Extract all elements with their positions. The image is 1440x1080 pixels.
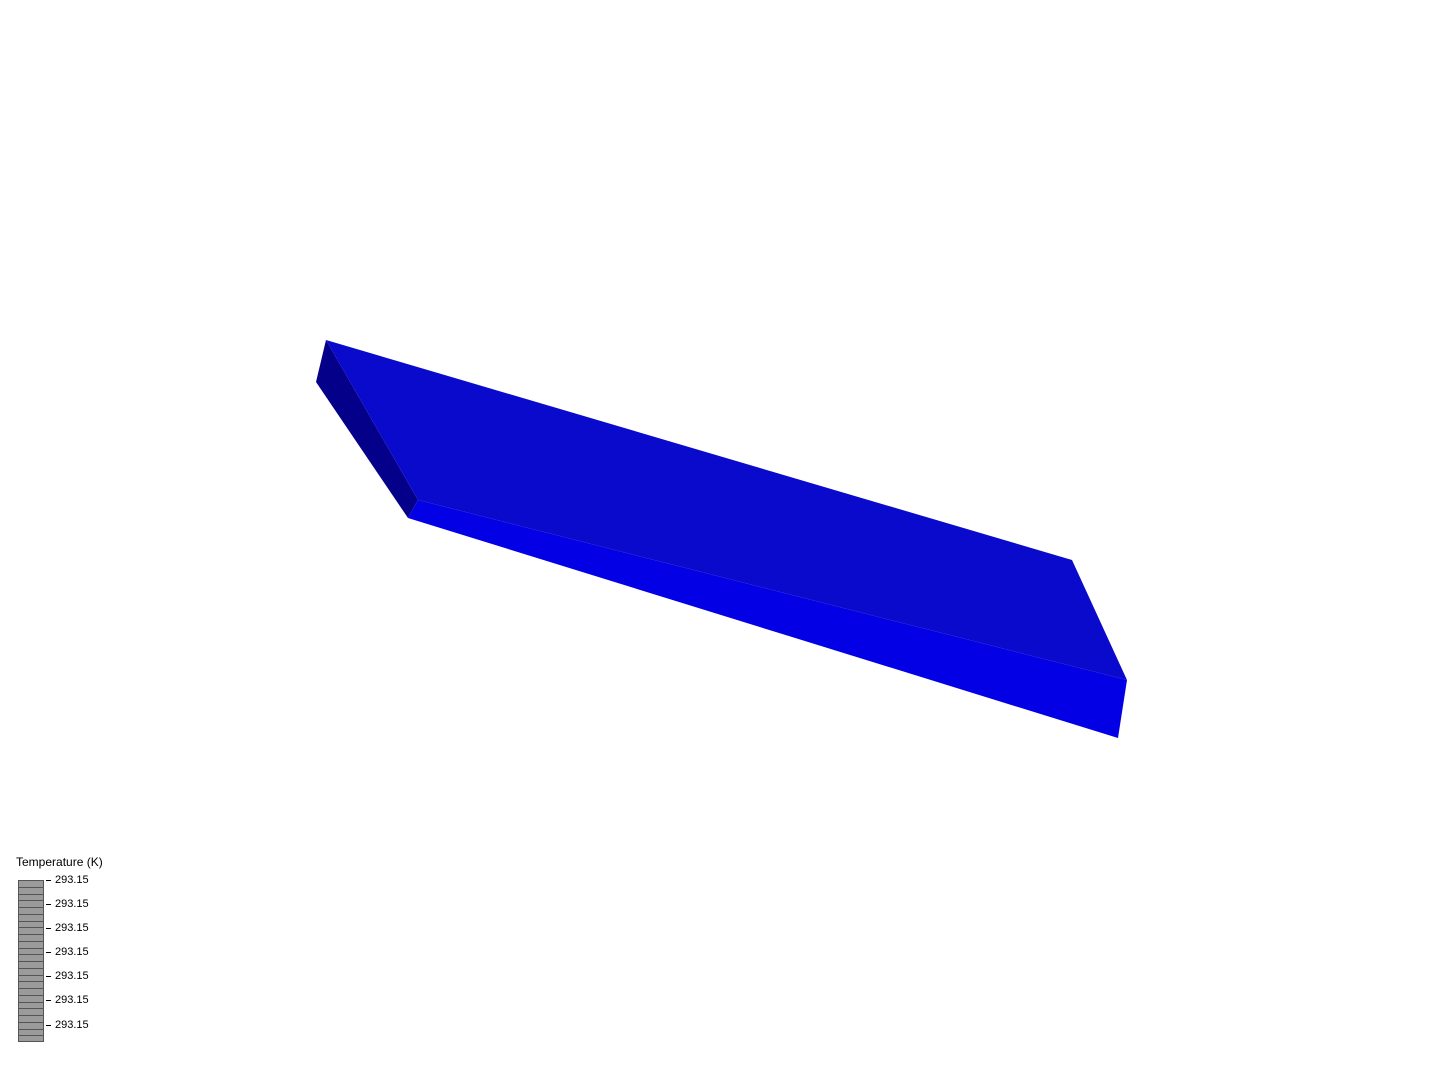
legend-segment [18,887,44,894]
legend-segment [18,900,44,907]
legend-tick: 293.15 [46,994,89,1006]
temperature-solid [0,0,1440,1080]
legend-segment [18,914,44,921]
legend-segment [18,921,44,928]
tick-mark [46,904,51,905]
legend-segment [18,934,44,941]
legend-segment [18,1008,44,1015]
tick-label: 293.15 [55,1019,89,1031]
tick-mark [46,1025,51,1026]
tick-mark [46,928,51,929]
legend-tick: 293.15 [46,898,89,910]
tick-label: 293.15 [55,922,89,934]
legend-segment [18,961,44,968]
legend-tick: 293.15 [46,874,89,886]
legend-segment [18,948,44,955]
legend-title: Temperature (K) [16,855,103,869]
legend-segment [18,1022,44,1029]
tick-mark [46,976,51,977]
legend-segment [18,975,44,982]
legend-segment [18,1029,44,1036]
legend-segment [18,968,44,975]
legend-segment [18,981,44,988]
legend-segment [18,927,44,934]
legend-tick: 293.15 [46,970,89,982]
legend-segment [18,880,44,887]
tick-label: 293.15 [55,898,89,910]
legend-segment [18,988,44,995]
legend-segment [18,1035,44,1042]
tick-mark [46,880,51,881]
legend-tick: 293.15 [46,946,89,958]
legend-segment [18,941,44,948]
tick-label: 293.15 [55,946,89,958]
legend-segment [18,1002,44,1009]
tick-label: 293.15 [55,874,89,886]
tick-label: 293.15 [55,994,89,1006]
legend-segment [18,894,44,901]
legend-segment [18,907,44,914]
tick-label: 293.15 [55,970,89,982]
legend-segment [18,995,44,1002]
tick-mark [46,952,51,953]
legend-colorbar [18,880,44,1042]
tick-mark [46,1000,51,1001]
legend-tick: 293.15 [46,1019,89,1031]
simulation-viewport[interactable]: Temperature (K) 293.15 293.15 293.15 293.15… [0,0,1440,1080]
legend-tick: 293.15 [46,922,89,934]
legend-segment [18,954,44,961]
legend-segment [18,1015,44,1022]
